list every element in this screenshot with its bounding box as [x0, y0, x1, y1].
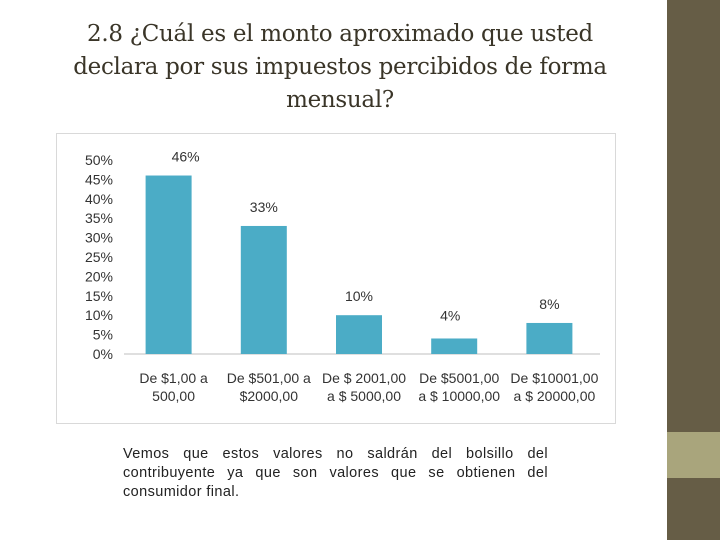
y-tick-label: 30%	[85, 230, 113, 246]
x-tick-label: De $1,00 a	[139, 370, 208, 386]
y-tick-label: 50%	[85, 152, 113, 168]
y-tick-label: 0%	[93, 346, 113, 362]
x-tick-label: De $10001,00	[510, 370, 598, 386]
x-tick-label: 500,00	[152, 388, 195, 404]
bar	[431, 338, 478, 354]
x-tick-label: De $501,00 a	[227, 370, 311, 386]
bar	[336, 315, 382, 354]
x-tick-label: a $ 10000,00	[418, 388, 500, 404]
x-tick-label: De $5001,00	[419, 370, 499, 386]
slide-caption: Vemos que estos valores no saldrán del b…	[123, 446, 548, 500]
x-tick-label: $2000,00	[240, 388, 299, 404]
y-tick-label: 5%	[93, 327, 113, 343]
bar	[526, 322, 573, 354]
y-tick-label: 45%	[85, 171, 113, 187]
side-decoration-accent	[667, 432, 720, 478]
data-label: 33%	[250, 199, 278, 215]
x-tick-label: a $ 20000,00	[514, 388, 596, 404]
y-tick-label: 25%	[85, 249, 113, 265]
x-tick-label: a $ 5000,00	[327, 388, 401, 404]
y-tick-label: 40%	[85, 191, 113, 207]
data-label: 4%	[440, 307, 460, 323]
y-tick-label: 35%	[85, 210, 113, 226]
y-tick-label: 10%	[85, 307, 113, 323]
data-label: 8%	[539, 296, 559, 312]
bar	[145, 175, 192, 354]
y-tick-label: 15%	[85, 288, 113, 304]
slide-title: 2.8 ¿Cuál es el monto aproximado que ust…	[73, 21, 607, 113]
data-label: 46%	[172, 149, 200, 165]
y-tick-label: 20%	[85, 268, 113, 284]
x-tick-label: De $ 2001,00	[322, 370, 406, 386]
data-label: 10%	[345, 288, 373, 304]
bar	[240, 225, 287, 354]
side-divider	[664, 0, 667, 540]
